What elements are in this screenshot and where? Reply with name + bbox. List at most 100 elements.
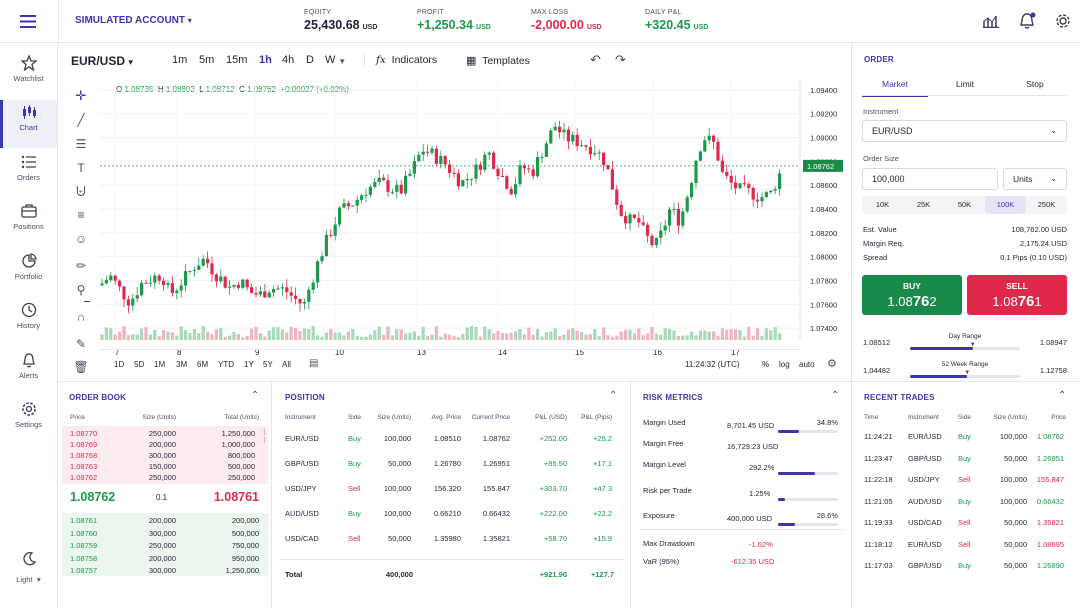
trade-cell: AUD/USD [908, 496, 942, 506]
range-ytd[interactable]: YTD [218, 360, 234, 369]
crosshair-icon[interactable]: ✛ [75, 88, 87, 103]
order-tab-market[interactable]: Market [862, 79, 928, 97]
redo-icon[interactable]: ↷ [615, 52, 626, 67]
trash-icon[interactable]: 🗑 [73, 360, 89, 374]
candle [201, 258, 205, 266]
nav-chart[interactable]: Chart [0, 100, 57, 148]
bid-price[interactable]: 1.08758 [70, 553, 98, 563]
pattern-icon[interactable]: ⨄ [76, 184, 86, 198]
nav-history[interactable]: History [0, 298, 57, 346]
collapse-icon[interactable]: ⌃ [831, 390, 840, 401]
fib-icon[interactable]: ☰ [75, 137, 87, 151]
notifications-icon[interactable] [1019, 12, 1036, 30]
star-icon [20, 55, 37, 71]
position-cell: 0.66210 [433, 509, 461, 518]
range-6m[interactable]: 6M [197, 360, 209, 369]
range-all[interactable]: All [282, 360, 291, 369]
lock-icon[interactable]: ✎ [75, 337, 87, 351]
undo-icon[interactable]: ↶ [590, 52, 601, 67]
calendar-icon[interactable]: ▤ [309, 358, 319, 369]
bid-price[interactable]: 1.08760 [70, 528, 98, 538]
left-navigation: Watchlist Chart Orders Positions Portfolio Hi… [0, 43, 58, 608]
bid-price[interactable]: 1.08761 [70, 516, 98, 525]
preset-25k[interactable]: 25K [916, 200, 931, 209]
indicators-button[interactable]: fx Indicators [376, 54, 437, 66]
nav-orders[interactable]: Orders [0, 150, 57, 198]
units-select[interactable]: Units ⌄ [1003, 168, 1067, 190]
candle [742, 183, 746, 185]
ask-price[interactable]: 1.08770 [70, 429, 98, 438]
preset-100k[interactable]: 100K [985, 196, 1026, 214]
order-tab-limit[interactable]: Limit [956, 79, 974, 89]
ask-price[interactable]: 1.08763 [70, 462, 98, 471]
order-size-input[interactable]: 100,000 [862, 168, 998, 190]
bid-price[interactable]: 1.08757 [70, 566, 98, 575]
nav-portfolio[interactable]: Portfolio [0, 249, 57, 297]
ask-price[interactable]: 1.08762 [70, 473, 98, 482]
nav-watchlist[interactable]: Watchlist [0, 51, 57, 99]
collapse-icon[interactable]: ⌃ [1058, 390, 1067, 401]
text-icon[interactable]: T [77, 161, 85, 175]
chart-settings-icon[interactable]: ⚙ [827, 358, 837, 370]
timeframe-W[interactable]: W [325, 54, 336, 66]
menu-icon[interactable] [20, 15, 36, 28]
preset-250k[interactable]: 250K [1037, 200, 1056, 209]
auto-toggle[interactable]: auto [799, 360, 815, 369]
range-5d[interactable]: 5D [134, 360, 145, 369]
account-selector[interactable]: SIMULATED ACCOUNT ▾ [75, 15, 192, 26]
nav-alerts[interactable]: Alerts [0, 348, 57, 396]
position-col-header: Avg. Price [431, 414, 461, 421]
timeframe-5m[interactable]: 5m [199, 54, 215, 66]
collapse-icon[interactable]: ⌃ [609, 390, 618, 401]
timeframe-1h[interactable]: 1h [259, 54, 272, 66]
instrument-select[interactable]: EUR/USD ⌄ [862, 120, 1067, 142]
position-cell[interactable]: USD/JPY [285, 484, 317, 493]
position-cell[interactable]: USD/CAD [285, 534, 319, 543]
timeframe-dropdown-icon[interactable]: ▾ [340, 56, 345, 66]
price-chart[interactable]: 1.094001.092001.090001.088001.086001.084… [100, 78, 845, 358]
ask-price[interactable]: 1.08768 [70, 451, 98, 460]
emoji-icon[interactable]: ☺ [74, 232, 88, 246]
collapse-icon[interactable]: ⌃ [251, 390, 260, 401]
analytics-icon[interactable] [983, 14, 999, 28]
settings-gear-icon[interactable] [1055, 13, 1071, 29]
theme-toggle[interactable]: Light ▾ [0, 552, 57, 587]
volume-bar [562, 334, 566, 340]
templates-button[interactable]: ▦ Templates [466, 54, 530, 67]
bid-price[interactable]: 1.08759 [70, 541, 98, 550]
timeframe-D[interactable]: D [306, 54, 314, 66]
order-tab-stop[interactable]: Stop [1026, 79, 1044, 89]
ask-price[interactable]: 1.08769 [70, 440, 98, 449]
range-1y[interactable]: 1Y [244, 360, 254, 369]
candle [417, 154, 421, 162]
mid-ask: 1.08761 [213, 490, 259, 504]
position-cell[interactable]: EUR/USD [285, 434, 319, 443]
preset-10k[interactable]: 10K [875, 200, 890, 209]
candle [584, 145, 588, 147]
ask-total: 500,000 [227, 462, 255, 471]
candle [241, 279, 245, 288]
preset-50k[interactable]: 50K [957, 200, 972, 209]
nav-settings[interactable]: Settings [0, 397, 57, 445]
magnet-icon[interactable]: ∩ [76, 310, 86, 324]
measure-icon[interactable]: ≡ [77, 208, 85, 222]
nav-positions[interactable]: Positions [0, 199, 57, 247]
zoom-icon[interactable]: ⚲ [76, 283, 86, 297]
trendline-icon[interactable]: ╱ [77, 113, 85, 127]
position-cell[interactable]: GBP/USD [285, 459, 319, 468]
range-1m[interactable]: 1M [154, 360, 166, 369]
symbol-selector[interactable]: EUR/USD ▾ [71, 54, 133, 68]
log-toggle[interactable]: log [779, 360, 790, 369]
ruler-icon[interactable]: ✏ [75, 259, 87, 273]
sell-button[interactable]: SELL 1.08761 [967, 275, 1067, 315]
range-5y[interactable]: 5Y [263, 360, 273, 369]
range-3m[interactable]: 3M [176, 360, 188, 369]
more-icon[interactable]: ⋮ ⋮ [261, 429, 268, 444]
buy-button[interactable]: BUY 1.08762 [862, 275, 962, 315]
timeframe-15m[interactable]: 15m [226, 54, 248, 66]
percent-toggle[interactable]: % [762, 360, 770, 369]
timeframe-1m[interactable]: 1m [172, 54, 188, 66]
timeframe-4h[interactable]: 4h [282, 54, 295, 66]
position-cell[interactable]: AUD/USD [285, 509, 319, 518]
range-1d[interactable]: 1D [114, 360, 125, 369]
